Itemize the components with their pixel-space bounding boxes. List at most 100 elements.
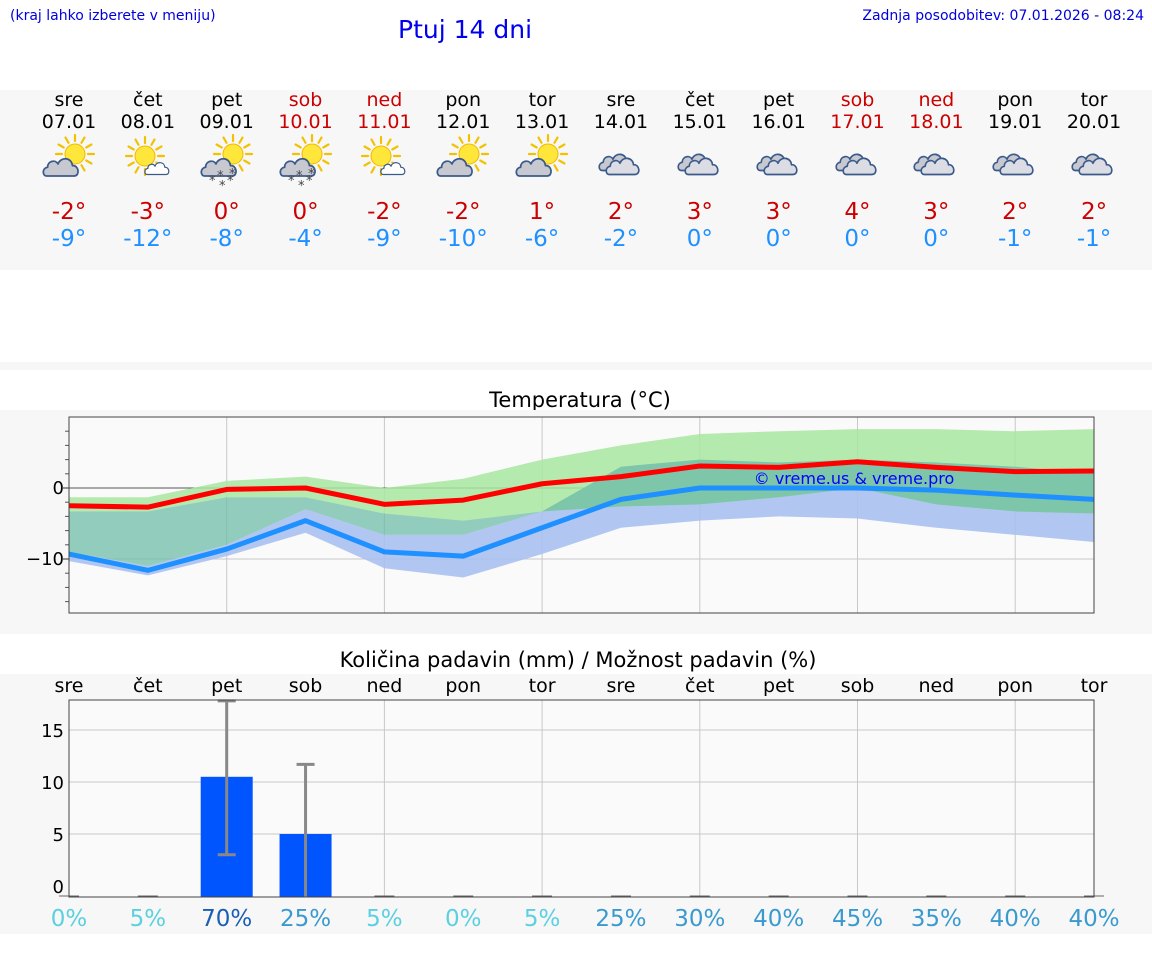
day-name: čet: [133, 89, 163, 111]
page-title: Ptuj 14 dni: [398, 15, 533, 44]
svg-text:*: *: [217, 169, 224, 184]
cloud-shape: [920, 157, 955, 176]
day-date: 08.01: [120, 111, 176, 133]
sun-small-cloud-icon: [118, 134, 178, 192]
max-temp: -2°: [446, 199, 481, 225]
svg-text:*: *: [219, 179, 226, 192]
snow-flakes: * ** **: [209, 167, 236, 194]
day-name: pon: [997, 89, 1034, 111]
last-update: Zadnja posodobitev: 07.01.2026 - 08:24: [862, 8, 1144, 24]
day-date: 20.01: [1066, 111, 1122, 133]
min-temp: -1°: [997, 226, 1033, 252]
cloudy-icon: [749, 134, 809, 192]
day-name: ned: [366, 89, 403, 111]
day-date: 17.01: [830, 111, 885, 133]
day-name: sob: [288, 89, 323, 111]
svg-text:*: *: [209, 174, 216, 189]
partly-sunny-icon: [512, 133, 572, 192]
svg-text:*: *: [288, 174, 295, 189]
cloud-shape: [605, 157, 640, 176]
min-temp: -9°: [51, 226, 87, 252]
max-temp: 0°: [292, 199, 319, 225]
svg-text:*: *: [298, 179, 305, 192]
cloud-shape: [144, 162, 170, 176]
min-temp: -10°: [438, 226, 488, 252]
max-temp: 3°: [686, 199, 713, 225]
min-temp: -9°: [367, 226, 402, 252]
cloudy-icon: [591, 134, 651, 192]
cloud-shape: [1078, 157, 1113, 176]
day-name: sre: [54, 89, 84, 111]
day-date: 14.01: [593, 111, 649, 133]
day-name: tor: [1080, 89, 1108, 111]
max-temp: 2°: [1002, 199, 1029, 225]
cloudy-icon: [1064, 134, 1124, 192]
day-name: ned: [918, 89, 955, 111]
day-date: 13.01: [514, 111, 570, 133]
separator: [0, 362, 1152, 370]
min-temp: -8°: [209, 226, 244, 252]
temp-chart-band: [0, 410, 1152, 634]
cloud-shape: [999, 157, 1034, 176]
day-date: 10.01: [278, 111, 333, 133]
min-temp: -2°: [603, 226, 639, 252]
min-temp: -12°: [123, 226, 173, 252]
day-date: 19.01: [987, 111, 1043, 133]
max-temp: 3°: [923, 199, 950, 225]
sun-small-cloud-icon: [354, 134, 414, 192]
cloud-shape: [841, 157, 877, 176]
cloud-shape: [515, 157, 552, 177]
max-temp: -3°: [130, 199, 166, 225]
precip-chart-band: [0, 674, 1152, 934]
sun-cloud-snow-icon: * * * * *: [197, 133, 257, 194]
location-menu-hint[interactable]: (kraj lahko izberete v meniju): [10, 8, 216, 24]
day-date: 15.01: [672, 111, 727, 133]
partly-sunny-icon: [39, 133, 99, 192]
min-temp: 0°: [686, 226, 713, 252]
day-date: 18.01: [909, 111, 964, 133]
sun-cloud-snow-icon: * * * * *: [276, 133, 336, 194]
min-temp: -1°: [1076, 226, 1112, 252]
svg-text:*: *: [306, 174, 313, 189]
min-temp: 0°: [765, 226, 792, 252]
cloud-shape: [278, 157, 316, 177]
cloud-shape: [380, 162, 406, 176]
max-temp: 4°: [844, 199, 871, 225]
temp-chart-title: Temperatura (°C): [489, 388, 671, 412]
day-date: 16.01: [751, 111, 806, 133]
day-name: sob: [840, 89, 875, 111]
min-temp: 0°: [844, 226, 871, 252]
day-date: 11.01: [357, 111, 412, 133]
cloud-shape: [200, 157, 237, 177]
day-name: čet: [685, 89, 715, 111]
day-date: 09.01: [199, 111, 254, 133]
day-name: pet: [763, 89, 795, 111]
cloud-shape: [42, 157, 79, 177]
precip-chart-title: Količina padavin (mm) / Možnost padavin …: [339, 648, 817, 672]
day-name: tor: [528, 89, 556, 111]
max-temp: 3°: [765, 199, 792, 225]
svg-text:*: *: [229, 167, 236, 182]
sun-shape: [124, 135, 165, 177]
snow-flakes: * ** **: [288, 167, 315, 194]
cloudy-icon: [670, 134, 730, 192]
day-date: 07.01: [41, 111, 97, 133]
cloud-shape: [684, 157, 719, 176]
cloudy-icon: [828, 134, 888, 192]
day-date: 12.01: [436, 111, 491, 133]
svg-text:*: *: [296, 169, 303, 184]
max-temp: 1°: [529, 199, 556, 225]
svg-text:*: *: [227, 174, 234, 189]
forecast-band: [0, 90, 1152, 270]
cloud-shape: [436, 157, 474, 177]
cloudy-icon: [906, 134, 966, 192]
partly-sunny-icon: [433, 133, 493, 192]
max-temp: 2°: [1080, 199, 1108, 225]
cloudy-icon: [985, 134, 1045, 192]
cloud-shape: [763, 157, 798, 176]
day-name: pon: [445, 89, 482, 111]
max-temp: 0°: [213, 199, 240, 225]
max-temp: 2°: [607, 199, 634, 225]
day-name: sre: [606, 89, 636, 111]
day-name: pet: [211, 89, 243, 111]
